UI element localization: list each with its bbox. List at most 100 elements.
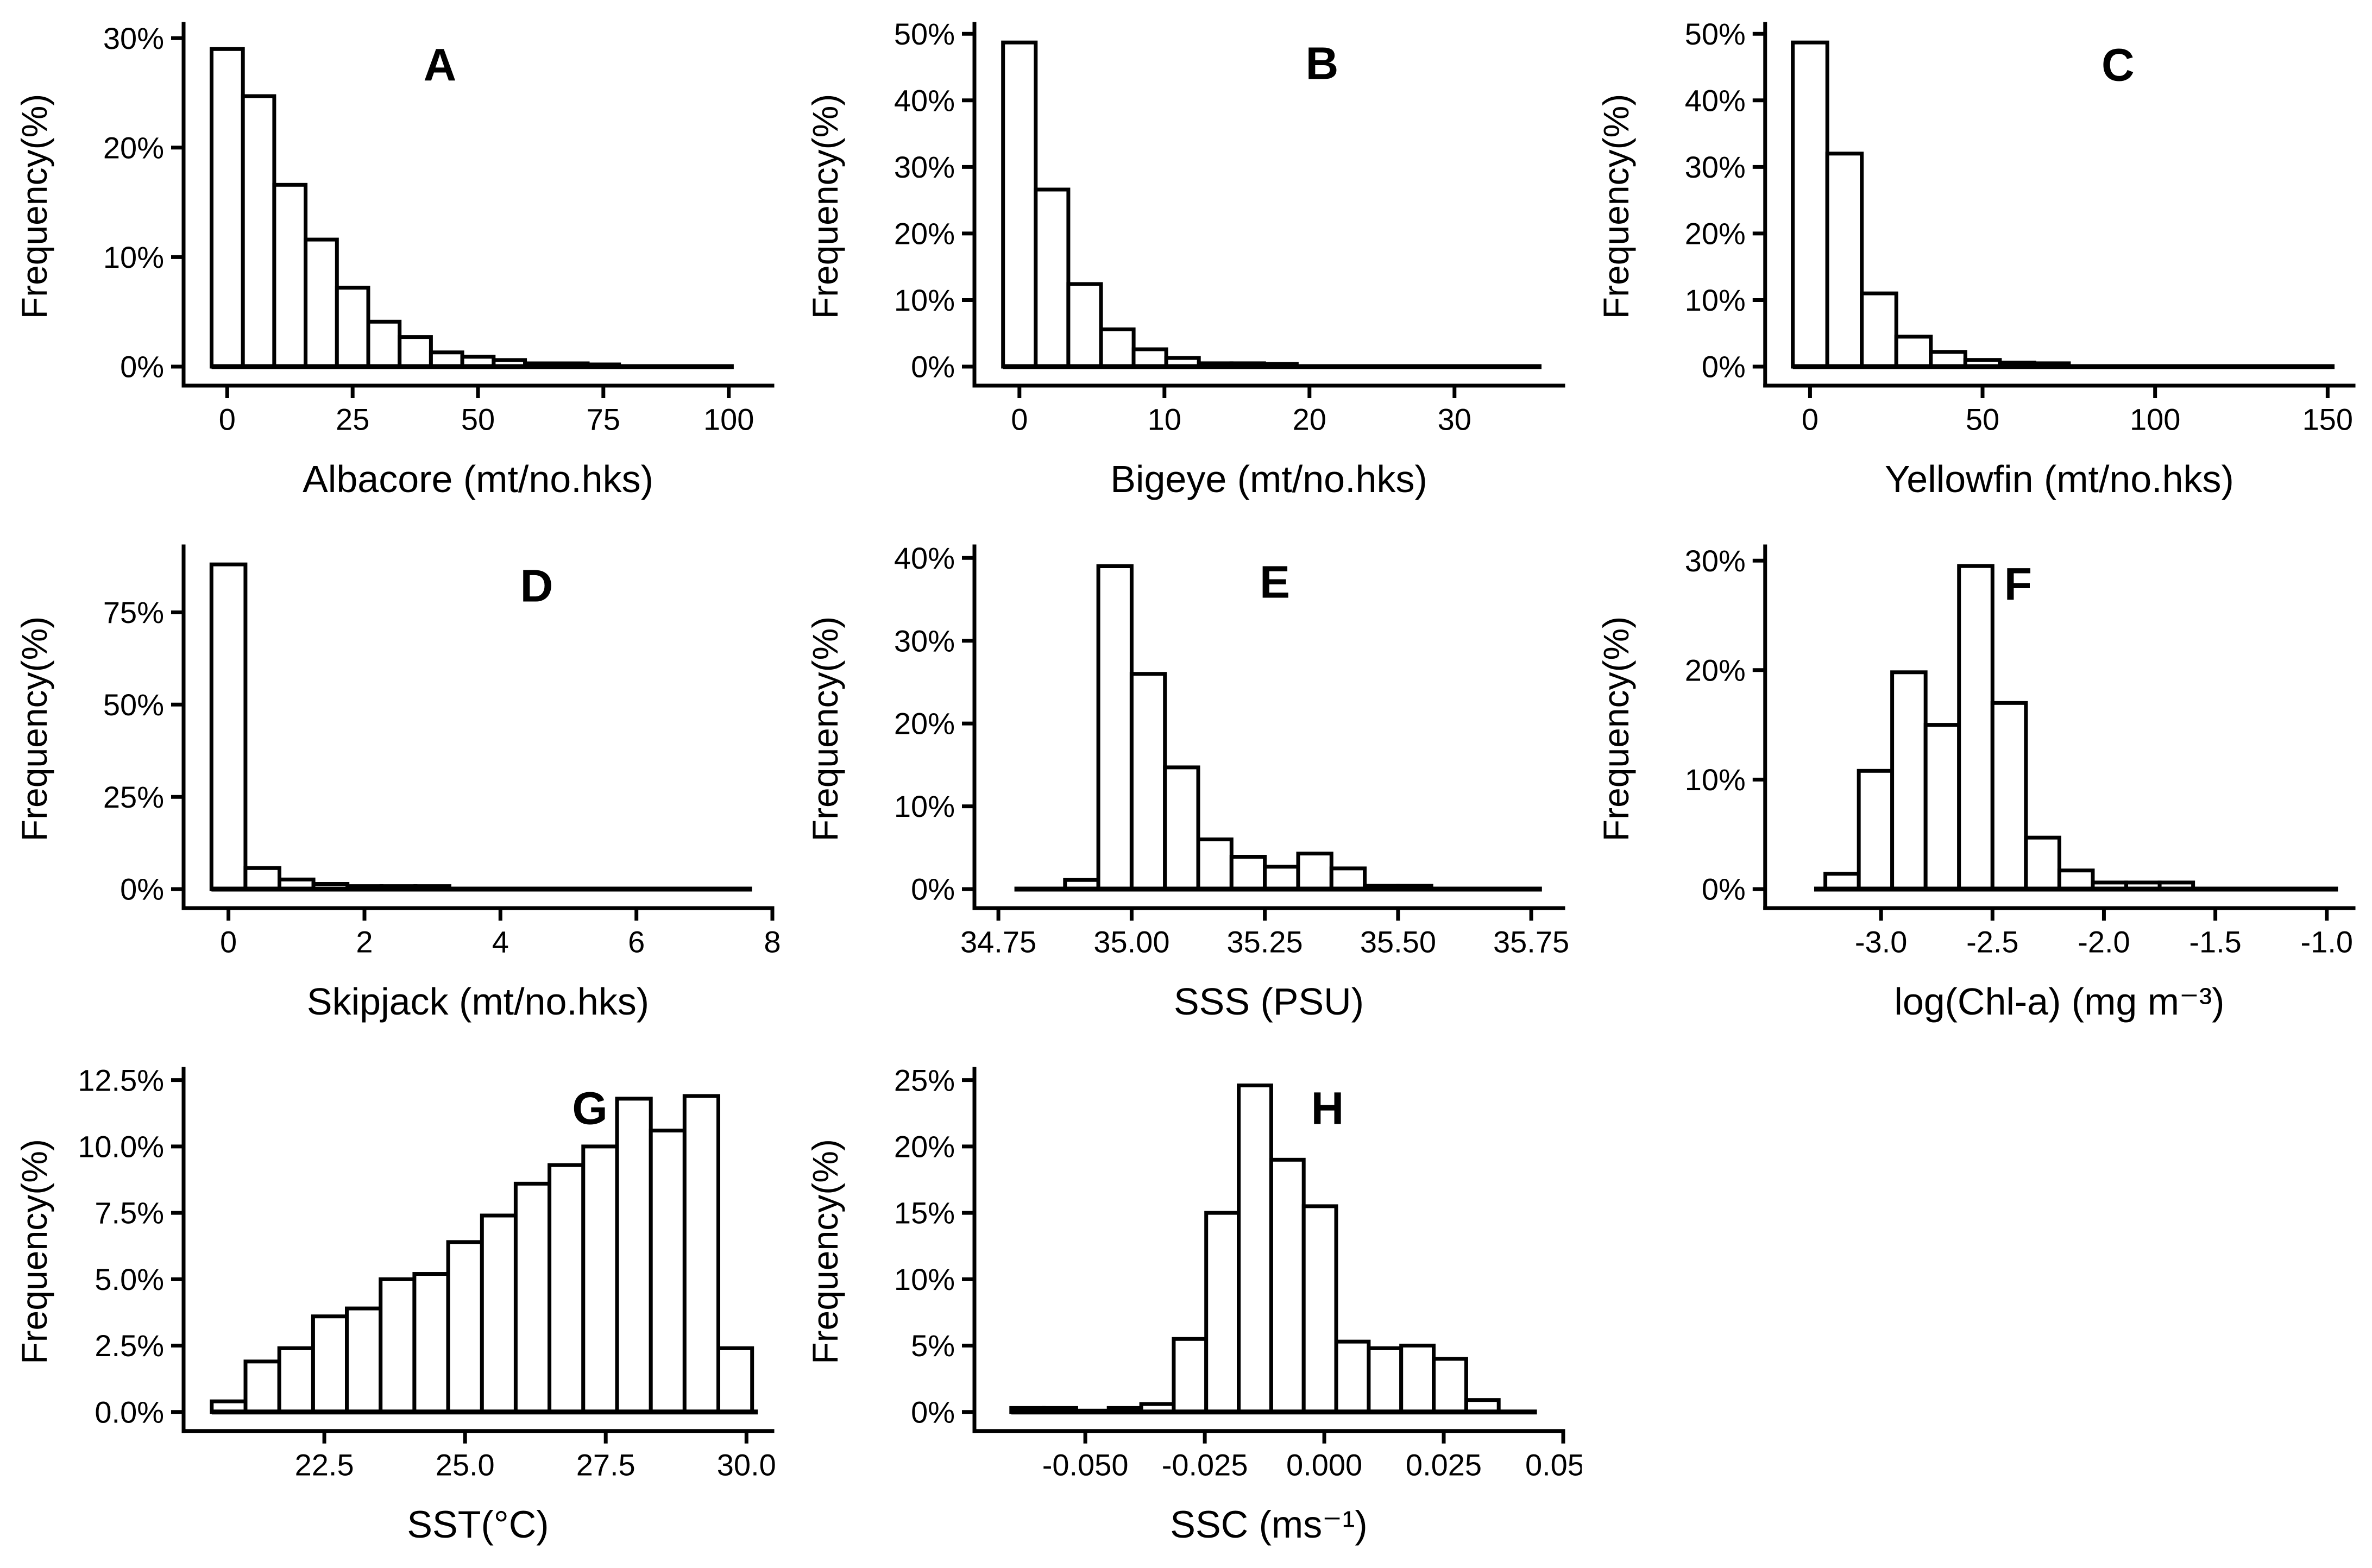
x-tick-label: 35.25: [1227, 925, 1303, 959]
panel-sss: 0% 10% 20% 30% 40% 34.75 35.00 35.25 35.50 35.75 …: [791, 522, 1582, 1045]
x-tick-label: 150: [2302, 402, 2353, 437]
histogram-bar: [1860, 291, 1898, 369]
y-tick-label: 10%: [1685, 763, 1746, 797]
histogram-bar: [210, 47, 245, 369]
y-axis-label: Frequency(%): [14, 94, 54, 319]
panel-letter: E: [1260, 556, 1290, 607]
x-tick-label: -2.0: [2078, 925, 2130, 959]
x-tick-label: 25.0: [436, 1447, 495, 1482]
y-tick-label: 0%: [911, 350, 955, 384]
y-tick-label: 40%: [894, 541, 955, 575]
histogram-bigeye: 0% 10% 20% 30% 40% 50% 0 10 20 30 Frequency(%) Bi…: [805, 17, 1565, 500]
histogram-ssc: 0% 5% 10% 15% 20% 25% -0.050 -0.025 0.000 0.025 0.…: [805, 1063, 1582, 1546]
x-axis-label: Bigeye (mt/no.hks): [1110, 458, 1427, 500]
x-tick-label: 0.025: [1406, 1447, 1482, 1482]
histogram-bar: [1163, 765, 1200, 891]
x-tick-label: 25: [336, 402, 369, 437]
y-axis-label: Frequency(%): [1596, 616, 1636, 841]
histogram-albacore: 0% 10% 20% 30% 0 25 50 75 100 Frequency(%) Albac…: [14, 21, 775, 500]
histogram-bar: [1334, 1339, 1371, 1414]
x-tick-label: 100: [2130, 402, 2180, 437]
x-axis-label: Yellowfin (mt/no.hks): [1885, 458, 2234, 500]
histogram-bar: [1066, 282, 1103, 369]
panel-chla: 0% 10% 20% 30% -3.0 -2.5 -2.0 -1.5 -1.0 Frequenc…: [1582, 522, 2372, 1045]
histogram-bar: [480, 1213, 518, 1414]
x-axis-label: SSS (PSU): [1174, 980, 1364, 1023]
x-tick-label: 75: [587, 402, 620, 437]
x-tick-label: 0.050: [1525, 1447, 1582, 1482]
y-tick-label: 75%: [103, 595, 164, 629]
x-tick-label: 0: [219, 402, 236, 437]
histogram-bar: [1172, 1337, 1209, 1414]
histogram-bar: [649, 1129, 687, 1414]
histogram-bar: [1001, 40, 1038, 369]
y-tick-label: 10.0%: [78, 1129, 164, 1163]
histogram-chla: 0% 10% 20% 30% -3.0 -2.5 -2.0 -1.5 -1.0 Frequenc…: [1596, 544, 2356, 1023]
histogram-bar: [1034, 187, 1071, 369]
y-tick-label: 25%: [894, 1063, 955, 1097]
histogram-bar: [1096, 564, 1134, 891]
histogram-bar: [1196, 837, 1234, 891]
y-tick-label: 20%: [894, 1129, 955, 1163]
x-tick-label: 35.75: [1493, 925, 1569, 959]
histogram-bar: [398, 335, 433, 369]
x-tick-label: 4: [492, 925, 509, 959]
y-tick-label: 40%: [894, 83, 955, 117]
x-tick-label: 2: [356, 925, 373, 959]
histogram-bar: [1204, 1211, 1241, 1414]
histogram-bar: [1432, 1357, 1468, 1414]
y-tick-label: 50%: [1685, 17, 1746, 51]
x-tick-label: 100: [703, 402, 754, 437]
panel-letter: F: [2004, 558, 2032, 609]
panel-yellowfin: 0% 10% 20% 30% 40% 50% 0 50 100 150 Frequency(%) …: [1582, 0, 2372, 522]
histogram-sss: 0%10%20%30%40%34.75 35.00 35.25 35.50 35.75 …: [805, 541, 1569, 1023]
x-tick-label: 35.00: [1093, 925, 1169, 959]
histogram-bar: [1131, 347, 1168, 369]
x-tick-label: 0.000: [1286, 1447, 1362, 1482]
x-tick-label: 30: [1438, 402, 1471, 437]
x-tick-label: 22.5: [295, 1447, 354, 1482]
y-axis-label: Frequency(%): [805, 94, 845, 319]
histogram-bar: [366, 319, 402, 369]
histogram-bar: [1296, 852, 1333, 891]
x-tick-label: -3.0: [1855, 925, 1907, 959]
x-tick-label: 10: [1148, 402, 1181, 437]
x-tick-label: -0.025: [1162, 1447, 1248, 1482]
x-tick-label: 0: [1802, 402, 1819, 437]
histogram-bar: [304, 237, 339, 369]
y-axis-label: Frequency(%): [14, 616, 54, 841]
histogram-sst: 0.0% 2.5% 5.0% 7.5% 10.0% 12.5% 22.5 25.0 27.5 30…: [14, 1063, 776, 1546]
panel-letter: A: [424, 39, 457, 90]
histogram-bar: [1857, 769, 1895, 891]
x-tick-label: 35.50: [1360, 925, 1436, 959]
histogram-skipjack: 0% 25% 50% 75% 0 2 4 6 8 Frequency(%) Skipjack (…: [14, 544, 781, 1023]
histogram-bar: [1825, 152, 1864, 369]
x-tick-label: 8: [764, 925, 781, 959]
x-tick-label: -1.5: [2189, 925, 2241, 959]
y-tick-label: 12.5%: [78, 1063, 164, 1097]
y-tick-label: 2.5%: [95, 1328, 164, 1363]
y-tick-label: 30%: [1685, 150, 1746, 184]
histogram-bar: [682, 1094, 721, 1414]
x-axis-label: log(Chl-a) (mg m⁻³): [1894, 980, 2224, 1023]
y-tick-label: 30%: [1685, 544, 1746, 578]
histogram-bar: [311, 1314, 349, 1414]
histogram-bar: [2024, 835, 2061, 891]
empty-grid-cell: [1582, 1045, 2372, 1568]
panel-sst: 0.0% 2.5% 5.0% 7.5% 10.0% 12.5% 22.5 25.0 27.5 30…: [0, 1045, 791, 1568]
histogram-bar: [335, 286, 370, 369]
x-tick-label: 30.0: [717, 1447, 776, 1482]
y-tick-label: 0%: [911, 1395, 955, 1429]
y-tick-label: 40%: [1685, 83, 1746, 117]
histogram-bar: [1329, 866, 1367, 891]
y-tick-label: 10%: [1685, 283, 1746, 317]
y-tick-label: 0%: [911, 872, 955, 906]
x-axis-label: Skipjack (mt/no.hks): [307, 980, 649, 1023]
y-axis-label: Frequency(%): [1596, 94, 1636, 319]
y-tick-label: 20%: [894, 217, 955, 251]
histogram-bar: [1263, 865, 1300, 891]
histogram-bar: [1957, 564, 1995, 891]
y-tick-label: 50%: [103, 688, 164, 722]
y-tick-label: 20%: [1685, 216, 1746, 250]
